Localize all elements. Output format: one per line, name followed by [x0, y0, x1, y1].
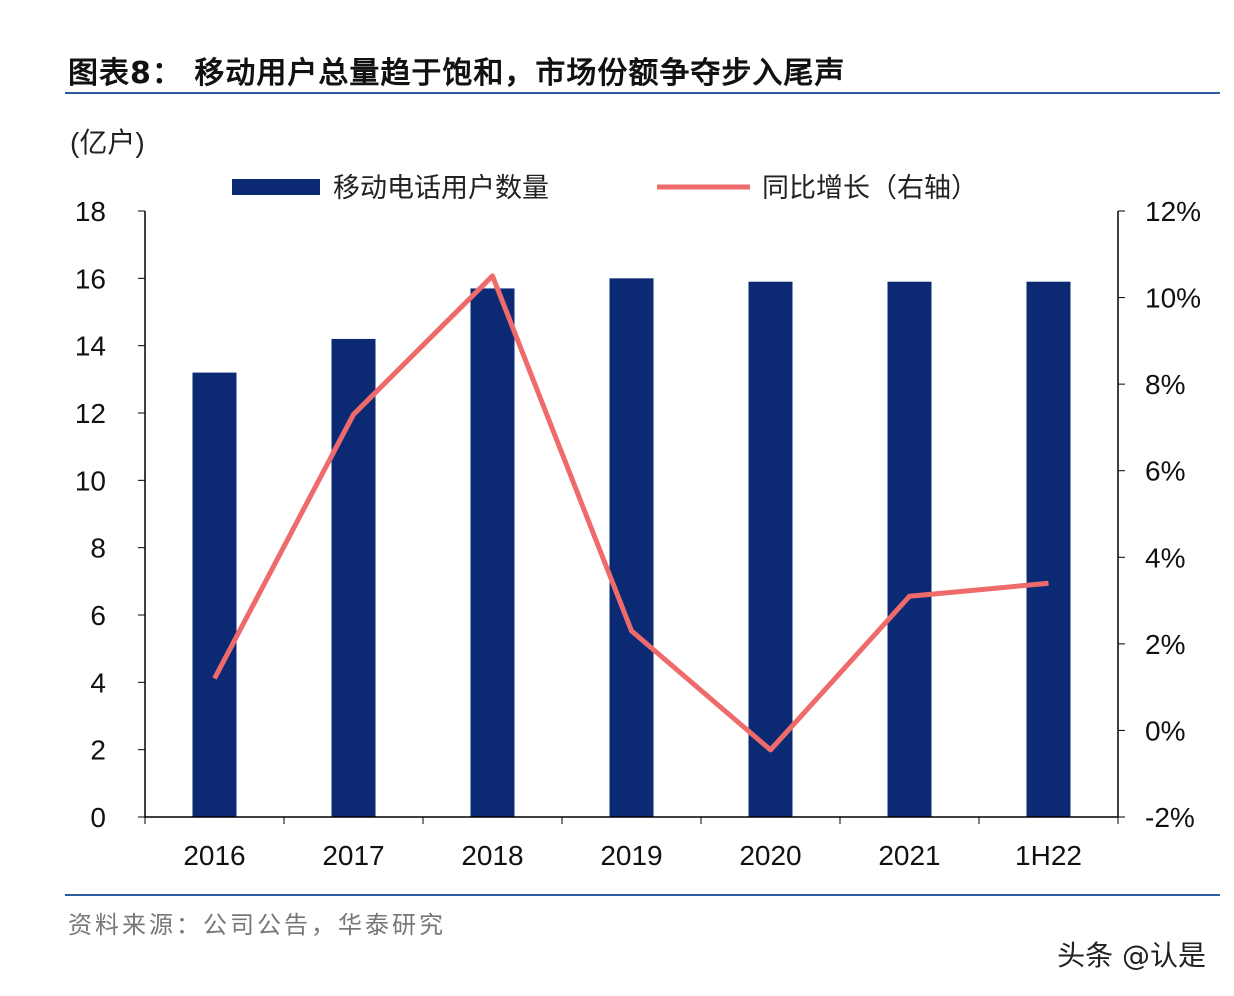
- title-rule: [65, 92, 1220, 94]
- legend-bar-swatch: [232, 179, 320, 195]
- left-tick-label: 2: [90, 735, 106, 766]
- left-tick-label: 6: [90, 600, 106, 631]
- figure-title: 图表8： 移动用户总量趋于饱和，市场份额争夺步入尾声: [68, 56, 846, 91]
- right-tick-label: 4%: [1145, 542, 1185, 573]
- bar-2021: [887, 281, 932, 817]
- right-tick-label: 10%: [1145, 283, 1201, 314]
- right-tick-label: 0%: [1145, 715, 1185, 746]
- x-tick-label: 2021: [878, 840, 940, 871]
- watermark: 头条 @认是: [1057, 939, 1206, 972]
- left-tick-label: 16: [75, 263, 106, 294]
- bar-2017: [331, 338, 376, 817]
- bar-1H22: [1026, 281, 1071, 817]
- bar-2018: [470, 288, 515, 817]
- x-tick-label: 2020: [739, 840, 801, 871]
- left-tick-label: 12: [75, 398, 106, 429]
- bar-2020: [748, 281, 793, 817]
- x-tick-label: 2018: [461, 840, 523, 871]
- source-note: 资料来源：公司公告，华泰研究: [68, 911, 446, 939]
- legend-line-label: 同比增长（右轴）: [762, 173, 978, 203]
- right-tick-label: -2%: [1145, 802, 1195, 833]
- bar-2016: [192, 372, 237, 817]
- right-tick-label: 12%: [1145, 196, 1201, 227]
- left-tick-label: 18: [75, 196, 106, 227]
- legend-bar-label: 移动电话用户数量: [333, 173, 549, 203]
- right-tick-label: 8%: [1145, 369, 1185, 400]
- x-tick-label: 2016: [183, 840, 245, 871]
- left-tick-label: 4: [90, 667, 106, 698]
- y-axis-label: (亿户): [70, 127, 145, 158]
- x-tick-label: 2019: [600, 840, 662, 871]
- bar-2019: [609, 278, 654, 817]
- x-tick-label: 1H22: [1015, 840, 1082, 871]
- left-tick-label: 8: [90, 533, 106, 564]
- left-tick-label: 14: [75, 331, 106, 362]
- right-tick-label: 6%: [1145, 456, 1185, 487]
- left-tick-label: 10: [75, 465, 106, 496]
- right-tick-label: 2%: [1145, 629, 1185, 660]
- footer-rule: [65, 894, 1220, 896]
- x-tick-label: 2017: [322, 840, 384, 871]
- left-tick-label: 0: [90, 802, 106, 833]
